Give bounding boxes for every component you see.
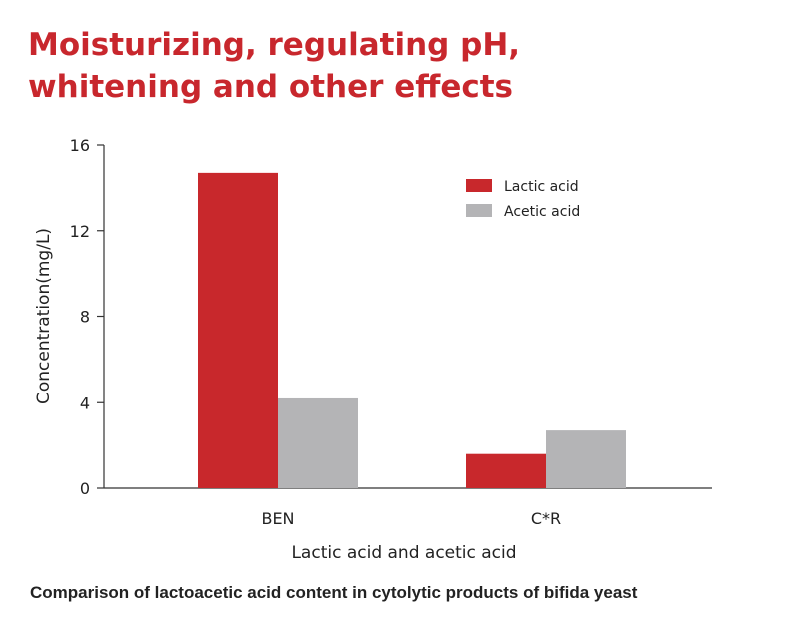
y-tick-label: 16 <box>70 136 90 155</box>
x-tick-label-cr: C*R <box>531 509 561 528</box>
bars <box>198 172 626 488</box>
legend-swatch-acetic-acid <box>466 204 492 217</box>
x-axis-label: Lactic acid and acetic acid <box>291 543 516 563</box>
legend: Lactic acid Acetic acid <box>466 179 580 220</box>
y-tick-label: 0 <box>80 479 90 498</box>
bar-cr-lactic-acid <box>466 453 546 488</box>
x-tick-label-ben: BEN <box>261 509 294 528</box>
legend-label-lactic-acid: Lactic acid <box>504 179 579 195</box>
page-title: Moisturizing, regulating pH, whitening a… <box>28 24 768 108</box>
bar-chart: 0 4 8 12 16 Concentration(mg/L) BEN C*R Lact… <box>34 136 712 563</box>
bar-ben-acetic-acid <box>278 397 358 488</box>
legend-swatch-lactic-acid <box>466 179 492 192</box>
legend-label-acetic-acid: Acetic acid <box>504 204 580 220</box>
bar-ben-lactic-acid <box>198 172 278 488</box>
y-ticks: 0 4 8 12 16 <box>70 136 104 498</box>
bar-cr-acetic-acid <box>546 430 626 488</box>
y-axis: 0 4 8 12 16 Concentration(mg/L) <box>34 136 105 498</box>
figure-caption: Comparison of lactoacetic acid content i… <box>30 583 638 602</box>
y-axis-label: Concentration(mg/L) <box>34 228 54 404</box>
y-tick-label: 12 <box>70 222 90 241</box>
y-tick-label: 4 <box>80 393 90 412</box>
y-tick-label: 8 <box>80 308 90 327</box>
x-axis: BEN C*R Lactic acid and acetic acid <box>104 487 712 563</box>
title-line-2: whitening and other effects <box>28 69 513 105</box>
title-line-1: Moisturizing, regulating pH, <box>28 27 521 63</box>
